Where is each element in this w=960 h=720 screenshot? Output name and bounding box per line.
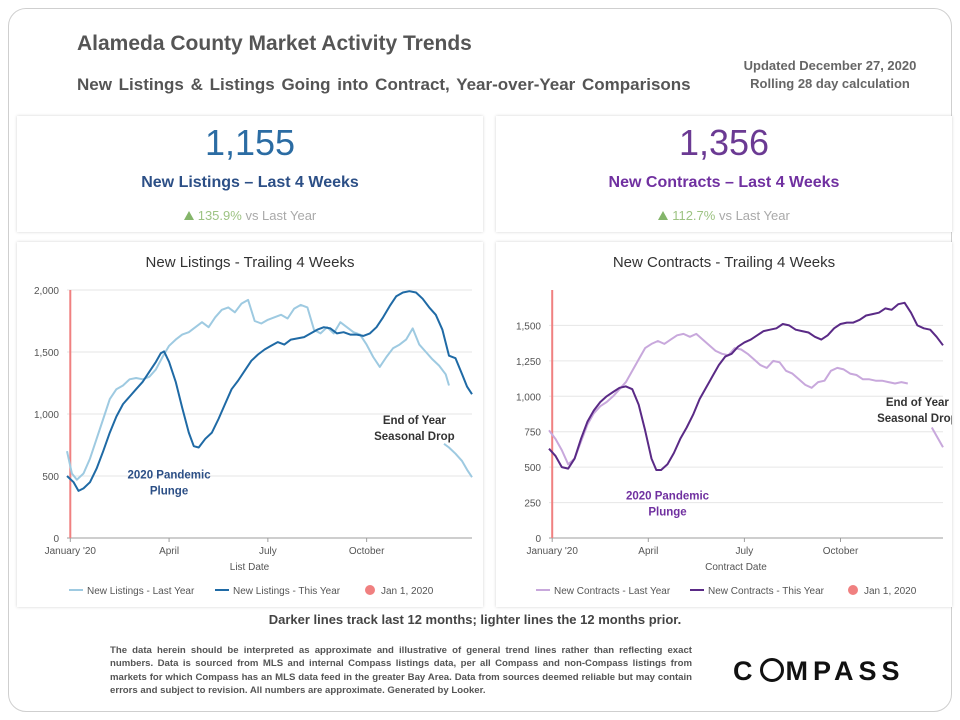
- legend-label: New Contracts - This Year: [708, 586, 825, 597]
- logo-letter-c: C: [733, 656, 758, 686]
- x-tick-label: July: [735, 546, 753, 557]
- series-line-this-year: [66, 290, 473, 492]
- kpi-listings-label: New Listings – Last 4 Weeks: [141, 174, 359, 191]
- data-disclaimer: The data herein should be interpreted as…: [110, 645, 692, 696]
- y-tick-label: 750: [524, 428, 541, 439]
- chart-annotation: 2020 Pandemic: [128, 469, 212, 481]
- kpi-contracts-delta: 112.7% vs Last Year: [496, 208, 952, 223]
- y-tick-label: 1,500: [34, 348, 59, 359]
- chart-annotation: End of Year: [886, 397, 950, 409]
- updated-date: Updated December 27, 2020: [743, 58, 917, 73]
- y-tick-label: 250: [524, 499, 541, 510]
- y-tick-label: 2,000: [34, 286, 59, 297]
- x-tick-label: October: [823, 546, 859, 557]
- legend-dot-swatch: [365, 585, 375, 595]
- series-line-last-year: [930, 427, 944, 448]
- series-line-last-year: [66, 298, 450, 481]
- chart-annotation: Plunge: [648, 507, 686, 519]
- kpi-card-contracts: 1,356 New Contracts – Last 4 Weeks 112.7…: [496, 116, 952, 232]
- y-tick-label: 1,250: [516, 357, 541, 368]
- chart-title-contracts: New Contracts - Trailing 4 Weeks: [612, 254, 836, 271]
- chart-annotation: 2020 Pandemic: [626, 491, 710, 503]
- y-tick-label: 1,000: [516, 392, 541, 403]
- updated-info: Updated December 27, 2020 Rolling 28 day…: [735, 57, 925, 93]
- chart-annotation: Plunge: [150, 485, 188, 497]
- series-line-this-year: [548, 301, 944, 471]
- chart-annotation: Seasonal Drop: [877, 413, 952, 425]
- kpi-contracts-delta-value: 112.7%: [672, 208, 716, 223]
- x-tick-label: July: [259, 546, 277, 557]
- kpi-listings-value: 1,155: [204, 122, 296, 163]
- y-tick-label: 500: [524, 463, 541, 474]
- kpi-listings-delta-suffix: vs Last Year: [245, 208, 317, 223]
- chart-title-listings: New Listings - Trailing 4 Weeks: [145, 254, 355, 271]
- x-axis-label: List Date: [230, 562, 270, 573]
- legend-label: New Listings - This Year: [233, 586, 341, 597]
- x-tick-label: October: [349, 546, 385, 557]
- legend-dot-swatch: [848, 585, 858, 595]
- listings-chart: 0 500 1,000 1,500 2,000 January '20 April July O…: [34, 286, 473, 597]
- x-axis-label: Contract Date: [705, 562, 767, 573]
- x-tick-label: January '20: [45, 546, 97, 557]
- y-tick-label: 0: [535, 534, 541, 545]
- chart-card-contracts: New Contracts - Trailing 4 Weeks 0 250 500…: [496, 242, 952, 607]
- up-arrow-icon: [658, 211, 669, 220]
- page-title: Alameda County Market Activity Trends: [77, 32, 472, 55]
- compass-logo: C MPASS: [733, 656, 905, 687]
- up-arrow-icon: [183, 211, 194, 220]
- x-tick-label: April: [159, 546, 179, 557]
- chart-annotation: Seasonal Drop: [374, 431, 455, 443]
- rolling-calc-note: Rolling 28 day calculation: [750, 76, 910, 91]
- kpi-card-listings: 1,155 New Listings – Last 4 Weeks 135.9%…: [17, 116, 483, 232]
- legend-label: Jan 1, 2020: [381, 586, 434, 597]
- chart-card-listings: New Listings - Trailing 4 Weeks 0 500 1,00…: [17, 242, 483, 607]
- kpi-contracts-label: New Contracts – Last 4 Weeks: [608, 174, 840, 191]
- x-tick-label: January '20: [527, 546, 579, 557]
- y-tick-label: 1,000: [34, 410, 59, 421]
- logo-o-circle: [759, 658, 784, 682]
- kpi-listings-delta-value: 135.9%: [197, 208, 242, 223]
- x-tick-label: April: [638, 546, 658, 557]
- y-tick-label: 0: [53, 534, 59, 545]
- page-subtitle: New Listings & Listings Going into Contr…: [77, 75, 691, 94]
- logo-letters-mpass: MPASS: [785, 656, 905, 686]
- legend-label: New Listings - Last Year: [87, 586, 195, 597]
- contracts-chart: 0 250 500 750 1,000 1,250 1,500 January '20 Apri…: [516, 290, 952, 597]
- series-line-last-year: [443, 442, 473, 478]
- chart-annotation: End of Year: [383, 415, 447, 427]
- lines-explanation-note: Darker lines track last 12 months; light…: [268, 612, 682, 627]
- legend-label: New Contracts - Last Year: [554, 586, 671, 597]
- y-tick-label: 500: [42, 472, 59, 483]
- kpi-contracts-value: 1,356: [678, 122, 770, 163]
- legend-label: Jan 1, 2020: [864, 586, 917, 597]
- kpi-listings-delta: 135.9% vs Last Year: [17, 208, 483, 223]
- kpi-contracts-delta-suffix: vs Last Year: [718, 208, 790, 223]
- y-tick-label: 1,500: [516, 321, 541, 332]
